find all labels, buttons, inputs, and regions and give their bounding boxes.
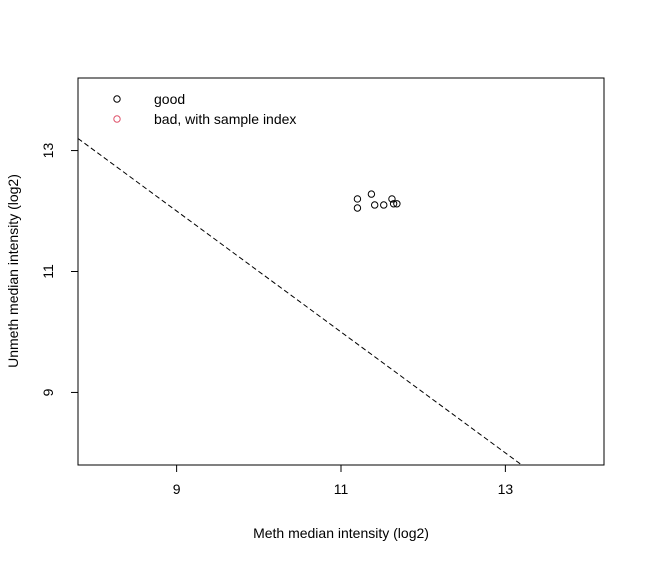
- data-point: [353, 195, 362, 203]
- cutoff-line: [77, 138, 523, 466]
- legend-marker: [113, 115, 121, 123]
- data-point: [370, 201, 379, 209]
- y-tick-label: 11: [40, 264, 56, 279]
- x-tick-label: 13: [498, 481, 514, 497]
- data-point: [389, 200, 398, 208]
- y-axis: 9 11 13: [40, 143, 79, 396]
- x-axis: 9 11 13: [173, 464, 514, 497]
- legend-label: bad, with sample index: [154, 111, 296, 127]
- legend-label: good: [154, 91, 185, 107]
- data-point: [393, 200, 401, 208]
- x-tick-label: 9: [173, 481, 181, 497]
- x-axis-label: Meth median intensity (log2): [253, 525, 429, 541]
- legend: good bad, with sample index: [113, 91, 296, 127]
- x-tick-label: 11: [334, 481, 349, 497]
- y-tick-label: 13: [40, 143, 56, 159]
- data-point: [380, 201, 388, 209]
- data-point: [353, 204, 362, 212]
- data-point: [388, 195, 396, 203]
- y-tick-label: 9: [40, 388, 56, 396]
- data-point: [367, 190, 376, 198]
- legend-marker: [113, 95, 121, 103]
- plot-frame: [77, 77, 605, 466]
- data-points: [353, 190, 401, 212]
- y-axis-label: Unmeth median intensity (log2): [5, 174, 21, 368]
